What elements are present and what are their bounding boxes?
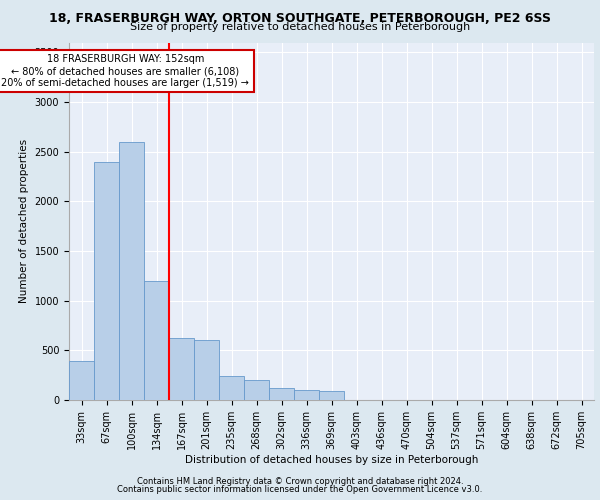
Bar [220,376,244,400]
Bar [319,390,344,400]
Text: Contains public sector information licensed under the Open Government Licence v3: Contains public sector information licen… [118,484,482,494]
Bar [169,338,194,400]
Bar [70,362,94,400]
Bar [194,340,218,400]
Text: Contains HM Land Registry data © Crown copyright and database right 2024.: Contains HM Land Registry data © Crown c… [137,477,463,486]
Bar [145,281,169,400]
Bar [269,388,293,400]
Bar [119,142,143,400]
Text: 18, FRASERBURGH WAY, ORTON SOUTHGATE, PETERBOROUGH, PE2 6SS: 18, FRASERBURGH WAY, ORTON SOUTHGATE, PE… [49,12,551,26]
Bar [94,162,119,400]
Text: 18 FRASERBURGH WAY: 152sqm
← 80% of detached houses are smaller (6,108)
20% of s: 18 FRASERBURGH WAY: 152sqm ← 80% of deta… [1,54,249,88]
Y-axis label: Number of detached properties: Number of detached properties [19,139,29,304]
Text: Size of property relative to detached houses in Peterborough: Size of property relative to detached ho… [130,22,470,32]
Bar [244,380,269,400]
X-axis label: Distribution of detached houses by size in Peterborough: Distribution of detached houses by size … [185,454,478,464]
Bar [295,390,319,400]
